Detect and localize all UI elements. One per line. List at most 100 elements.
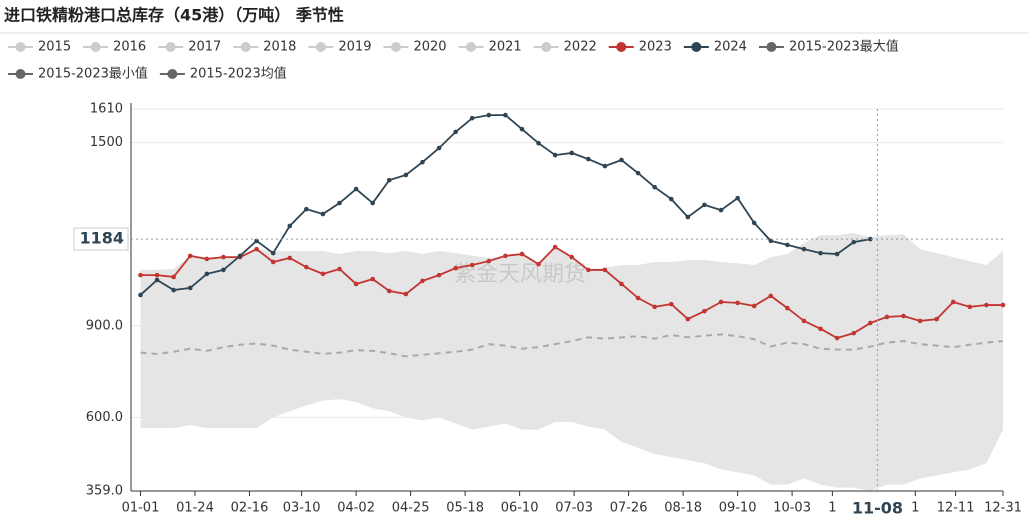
data-point: [851, 330, 857, 336]
legend-label: 2016: [113, 40, 146, 55]
legend-icon: [315, 42, 326, 52]
data-point: [735, 300, 740, 306]
data-point: [287, 255, 293, 261]
data-point: [718, 299, 724, 305]
legend-icon: [766, 42, 777, 52]
legend-icon: [15, 69, 26, 79]
data-point: [635, 295, 641, 301]
data-point: [469, 115, 475, 121]
data-point: [138, 272, 143, 278]
pointer-y-label: 1184: [79, 229, 124, 248]
data-point: [668, 196, 674, 202]
x-tick-label: 07-26: [610, 501, 648, 516]
data-point: [950, 299, 956, 305]
legend-item[interactable]: 2024: [683, 40, 747, 55]
data-point: [868, 320, 873, 326]
data-point: [702, 202, 707, 208]
x-tick-label: 01-01: [122, 501, 160, 516]
legend-item[interactable]: 2016: [83, 40, 146, 55]
data-point: [187, 285, 193, 291]
data-point: [984, 302, 989, 308]
data-point: [154, 277, 160, 283]
data-point: [204, 271, 210, 277]
data-point: [652, 184, 657, 190]
data-point: [370, 200, 375, 206]
legend-item[interactable]: 2015-2023最大值: [758, 39, 899, 55]
legend-item[interactable]: 2021: [458, 40, 522, 55]
data-point: [552, 244, 558, 250]
legend-icon: [466, 42, 477, 52]
data-point: [138, 292, 143, 298]
legend-icon: [90, 42, 101, 52]
data-point: [204, 256, 210, 262]
x-tick-label: 06-10: [501, 501, 539, 516]
data-point: [801, 246, 807, 252]
data-point: [635, 170, 641, 176]
x-tick-label: 02-16: [231, 501, 269, 516]
data-point: [834, 251, 840, 257]
legend-item[interactable]: 2015-2023最小值: [8, 66, 148, 82]
data-point: [785, 242, 790, 248]
x-tick-label: 1: [911, 501, 919, 516]
data-point: [436, 145, 442, 151]
data-point: [469, 262, 475, 268]
data-point: [685, 214, 691, 220]
data-point: [254, 238, 259, 244]
legend-item[interactable]: 2023: [608, 40, 672, 55]
data-point: [486, 112, 492, 118]
pointer-x-label: 11-08: [852, 499, 903, 518]
data-point: [154, 272, 160, 278]
legend-label: 2023: [639, 40, 672, 55]
data-point: [453, 265, 458, 271]
data-point: [337, 266, 342, 272]
legend-item[interactable]: 2018: [233, 40, 296, 55]
data-point: [851, 239, 857, 245]
data-point: [834, 335, 840, 341]
legend-item[interactable]: 2022: [533, 40, 597, 55]
legend-label: 2017: [188, 40, 221, 55]
data-point: [967, 304, 973, 310]
legend-icon: [390, 42, 401, 52]
data-point: [785, 305, 790, 311]
data-point: [503, 112, 508, 118]
data-point: [519, 251, 525, 257]
legend-label: 2015-2023最小值: [38, 66, 148, 82]
x-tick-label: 05-18: [446, 501, 484, 516]
legend-item[interactable]: 2015: [8, 40, 71, 55]
data-point: [519, 126, 525, 132]
legend-icon: [691, 42, 702, 52]
legend-label: 2024: [714, 40, 747, 55]
data-point: [901, 313, 906, 319]
legend-item[interactable]: 2019: [308, 40, 371, 55]
legend-item[interactable]: 2020: [383, 40, 447, 55]
x-tick-label: 07-03: [555, 501, 593, 516]
data-point: [403, 291, 409, 297]
data-point: [768, 293, 774, 299]
legend-icon: [616, 42, 627, 52]
data-point: [619, 157, 624, 163]
data-point: [287, 223, 293, 229]
pointer-y-box: [73, 227, 129, 251]
data-point: [221, 267, 226, 273]
chart-title: 进口铁精粉港口总库存（45港）（万吨） 季节性: [4, 6, 344, 25]
pointer-x-box: [847, 497, 908, 519]
data-point: [552, 152, 558, 158]
x-tick-label: 09-10: [719, 501, 757, 516]
data-point: [619, 281, 624, 287]
x-tick-label: 10-03: [773, 501, 811, 516]
data-point: [320, 271, 326, 277]
data-point: [386, 288, 392, 294]
legend-icon: [167, 69, 178, 79]
data-point: [171, 274, 176, 280]
legend-item[interactable]: 2015-2023均值: [159, 66, 287, 82]
data-point: [569, 150, 575, 156]
legend-label: 2019: [338, 40, 371, 55]
data-point: [801, 318, 807, 324]
x-tick-label: 12-31: [984, 501, 1022, 516]
legend-label: 2015: [38, 40, 71, 55]
y-tick-label: 1610: [90, 102, 123, 117]
data-point: [386, 177, 392, 183]
legend-label: 2015-2023最大值: [789, 39, 899, 55]
legend-item[interactable]: 2017: [158, 40, 221, 55]
data-point: [270, 250, 276, 256]
